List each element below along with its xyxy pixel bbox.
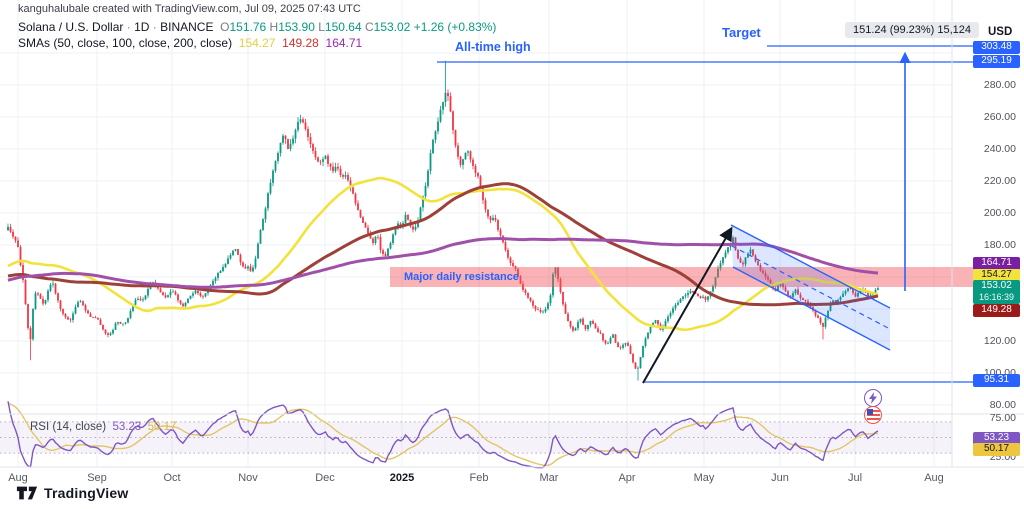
attribution-text: kanguhalubale created with TradingView.c… [18,3,361,15]
time-axis-label[interactable]: Jun [771,472,789,484]
tradingview-logo[interactable]: TradingView [16,485,128,501]
price-axis-label: 95.31 [973,373,1020,387]
price-axis-label: 154.27 [973,268,1020,282]
price-axis-label: 149.28 [973,303,1020,317]
descending-channel[interactable] [731,225,890,350]
price-axis-tick[interactable]: 280.00 [983,79,1016,91]
us-flag-icon [866,408,880,420]
sma-100-line [7,182,879,307]
currency-toggle[interactable]: USD [988,26,1013,38]
time-axis-label[interactable]: 2025 [389,472,415,484]
price-axis-tick[interactable]: 240.00 [983,143,1016,155]
time-axis-label[interactable]: May [693,472,715,484]
price-axis-label: 53.23 [973,431,1020,445]
rsi-label: RSI (14, close) [30,421,107,433]
rsi-ma-line [7,402,879,467]
price-axis-tick[interactable]: 180.00 [983,239,1016,251]
target-label: Target [722,25,761,40]
price-axis-tick[interactable]: 220.00 [983,175,1016,187]
sma-200-line [7,237,879,289]
rsi-legend[interactable]: RSI (14, close) 53.23 50.17 [30,421,176,433]
sma50-value: 154.27 [238,36,276,50]
symbol-legend[interactable]: Solana / U.S. Dollar · 1D · BINANCE O151… [18,20,497,34]
sma-legend[interactable]: SMAs (50, close, 100, close, 200, close)… [18,36,362,50]
rsi-ma-value: 50.17 [147,421,177,433]
time-axis-label[interactable]: Feb [469,472,489,484]
measured-move-label: 151.24 (99.23%) 15,124 [845,22,980,38]
close-value: 153.02 [373,20,411,34]
rsi-line [7,401,879,469]
all-time-high-label: All-time high [455,40,531,54]
low-value: 150.64 [324,20,362,34]
economic-event-flag-icon[interactable] [864,406,882,424]
price-axis-tick[interactable]: 80.00 [989,399,1016,411]
price-axis-label: 153.02 16:16:39 [973,280,1020,304]
time-axis-label[interactable]: Dec [315,472,335,484]
price-axis-tick[interactable]: 200.00 [983,207,1016,219]
countdown-timer: 16:16:39 [978,292,1015,302]
interval-label: 1D [134,20,150,34]
symbol-title: Solana / U.S. Dollar [18,20,124,34]
price-axis-tick[interactable]: 120.00 [983,335,1016,347]
change-value: +1.26 (+0.83%) [413,20,497,34]
lightning-bolt-icon [869,392,877,404]
candlestick-series [7,60,879,381]
price-axis-tick[interactable]: 75.00 [989,412,1016,424]
price-axis-tick[interactable]: 260.00 [983,111,1016,123]
price-axis-label: 295.19 [973,54,1020,68]
time-axis-label[interactable]: Aug [924,472,944,484]
flash-event-icon[interactable] [864,389,882,407]
price-axis-label: 50.17 [973,442,1020,456]
rsi-value: 53.23 [112,421,142,433]
trend-arrow[interactable] [642,226,733,384]
sma100-value: 149.28 [282,36,319,50]
time-axis-label[interactable]: Apr [618,472,636,484]
price-axis-label: 303.48 [973,40,1020,54]
grid-lines [0,0,952,467]
time-axis-label[interactable]: Aug [8,472,28,484]
time-axis-label[interactable]: Sep [87,472,107,484]
tradingview-logo-text: TradingView [44,485,129,501]
high-value: 153.90 [278,20,315,34]
resistance-zone-label: Major daily resistance [404,271,519,283]
price-axis-label: 164.71 [973,256,1020,270]
time-axis-label[interactable]: Nov [238,472,258,484]
time-axis-label[interactable]: Mar [539,472,559,484]
time-axis-label[interactable]: Jul [847,472,863,484]
exchange-label: BINANCE [160,20,214,34]
tradingview-logo-icon [16,486,38,500]
sma-label: SMAs (50, close, 100, close, 200, close) [18,36,233,50]
sma-50-line [7,176,879,332]
time-axis-label[interactable]: Oct [163,472,181,484]
open-value: 151.76 [229,20,267,34]
sma200-value: 164.71 [325,36,363,50]
